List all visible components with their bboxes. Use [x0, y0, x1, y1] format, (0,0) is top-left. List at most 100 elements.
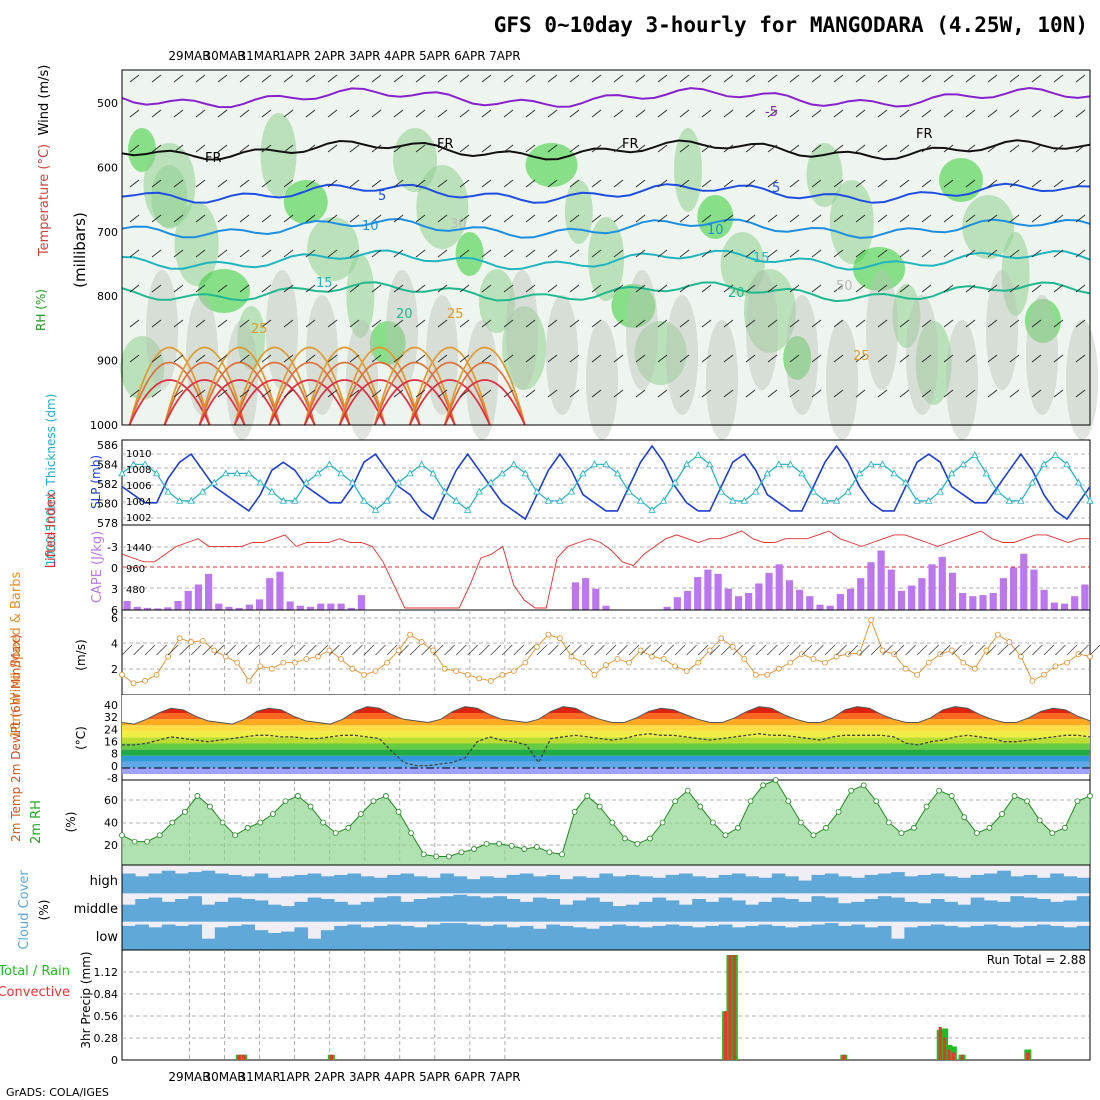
- cloud-bar: [466, 924, 481, 950]
- thickness-marker: [878, 460, 887, 468]
- wind-barb-10m: [617, 644, 628, 656]
- wind-barb-10m: [686, 644, 697, 656]
- wind-barb: [569, 389, 580, 398]
- warm-isotherm-arc: [198, 361, 281, 426]
- wind-barb-10m: [271, 644, 283, 656]
- cloud-bar: [1063, 927, 1078, 950]
- cape-bar: [347, 607, 355, 610]
- cloud-bar: [877, 925, 892, 950]
- wind-barb: [195, 179, 206, 188]
- wind-barb: [1053, 214, 1064, 223]
- wind-barb-10m: [536, 644, 548, 656]
- cloud-bar: [400, 901, 415, 922]
- wind-barb: [327, 74, 338, 83]
- wind-barb: [613, 249, 624, 258]
- cape-bar: [1030, 569, 1038, 610]
- cloud-bar: [426, 924, 441, 950]
- wind-barb: [965, 284, 976, 293]
- date-label-top: 7APR: [489, 49, 520, 63]
- wind-barb: [767, 74, 778, 83]
- cloud-bar: [161, 870, 176, 894]
- thickness-tick: 582: [97, 478, 118, 491]
- rh2m-marker: [508, 842, 515, 849]
- wind-barb: [635, 249, 646, 258]
- wind-barb: [1075, 144, 1086, 153]
- wind-barb: [723, 319, 734, 328]
- cloud-bar: [612, 876, 627, 894]
- cloud-bar: [201, 870, 216, 894]
- cloud-bar: [307, 897, 322, 922]
- thickness-marker: [752, 487, 760, 495]
- wind-marker: [234, 659, 241, 666]
- thickness-marker: [913, 496, 921, 504]
- wind-barb: [173, 389, 184, 398]
- rh2m-marker: [244, 824, 251, 831]
- cloud-bar: [480, 876, 494, 894]
- wind-marker: [1064, 659, 1070, 666]
- wind-barb: [349, 179, 360, 188]
- warm-isotherm-arc: [128, 361, 211, 426]
- wind-barb: [789, 319, 800, 328]
- wind-barb: [503, 319, 514, 328]
- warm-isotherm-arc: [409, 379, 491, 426]
- wind-barb: [855, 74, 866, 83]
- wind-barb: [1053, 179, 1064, 188]
- wind-barb: [525, 354, 536, 363]
- wind-barb: [151, 144, 162, 153]
- wind-barb: [305, 319, 316, 328]
- wind-barb: [1009, 354, 1020, 363]
- date-label-bottom: 3APR: [349, 1070, 380, 1084]
- wind-barb: [173, 284, 184, 293]
- rh2m-tick: 40: [104, 817, 118, 830]
- cloud-bar: [241, 876, 256, 894]
- cloud-bar: [148, 873, 163, 894]
- wind-barb: [811, 74, 822, 83]
- cloud-bar: [599, 925, 614, 950]
- wind-barb: [129, 389, 140, 398]
- wind-barb-10m: [1066, 644, 1078, 656]
- wind-barb: [789, 249, 800, 258]
- cloud-bar: [201, 938, 216, 950]
- wind-barb: [151, 179, 162, 188]
- precip-conv-bar: [1026, 1052, 1030, 1060]
- wind-marker: [833, 653, 840, 660]
- wind-barb: [503, 179, 514, 188]
- cloud-bar: [665, 900, 680, 922]
- wind-barb: [459, 389, 470, 398]
- wind-barb: [965, 74, 976, 83]
- wind-barb: [283, 179, 294, 188]
- wind-barb: [261, 109, 272, 118]
- rh2m-marker: [546, 849, 553, 856]
- rh-blob: [197, 269, 250, 313]
- wind-barb: [393, 354, 404, 363]
- cloud-bar: [122, 925, 136, 950]
- wind-barb: [151, 354, 162, 363]
- wind-barb: [943, 319, 954, 328]
- cloud-bar: [1050, 925, 1064, 950]
- cape-bar: [225, 606, 233, 610]
- cloud-bar: [692, 899, 706, 922]
- warm-isotherm-arc: [444, 346, 526, 426]
- wind-barb: [943, 389, 954, 398]
- cloud-level-label: low: [96, 930, 119, 945]
- slp-tick: 1010: [126, 449, 151, 460]
- cape-bar: [969, 596, 977, 610]
- rh2m-marker: [999, 811, 1005, 817]
- wind-barb-10m: [467, 644, 478, 656]
- slp-line: [121, 444, 1091, 521]
- wind-barb: [569, 109, 580, 118]
- wind-barb: [745, 284, 756, 293]
- wind-barb: [833, 284, 844, 293]
- rh-blob: [806, 143, 843, 207]
- cape-bar: [755, 583, 763, 610]
- cloud-bar: [957, 877, 972, 894]
- wind-barb: [173, 354, 184, 363]
- wind-marker: [937, 651, 944, 658]
- thickness-marker: [291, 496, 299, 504]
- wind-barb: [393, 249, 404, 258]
- wind-marker: [372, 668, 379, 675]
- rh-blob: [346, 254, 375, 338]
- rh-gray-blob: [946, 320, 978, 440]
- rh2m-marker: [621, 835, 628, 842]
